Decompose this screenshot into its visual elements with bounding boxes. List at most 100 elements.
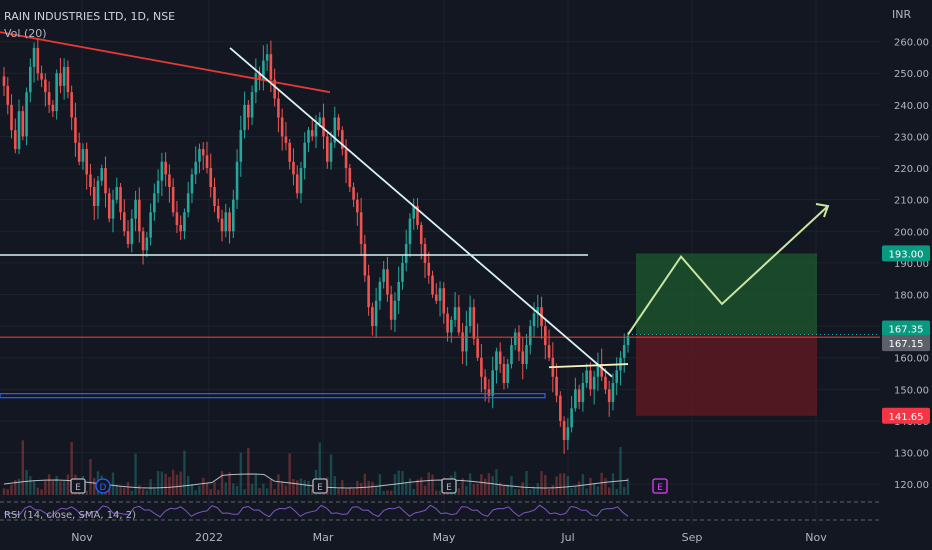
candle-body [604,376,607,390]
candle-body [521,351,525,365]
candle-body [574,389,577,409]
volume-bar [386,490,389,495]
upper-red-trendline [0,31,331,94]
candle-body [416,206,419,225]
candle-body [160,161,164,181]
candle-body [325,136,329,162]
candle-body [386,269,389,295]
volume-bar [111,472,115,495]
candle-body [21,111,25,137]
candle-body [389,294,393,320]
candle-body [517,332,521,352]
candle-body [40,73,43,80]
time-axis[interactable]: Nov 2022 Mar May Jul Sep Nov [71,531,827,544]
x-tick-label: Mar [313,531,334,544]
candle-body [525,345,528,365]
candle-body [547,345,551,358]
rsi-indicator-label[interactable]: RSI (14, close, SMA, 14, 2) [4,510,136,521]
candle-body [607,389,611,402]
volume-bar [209,489,212,495]
candle-body [480,357,483,377]
volume-bar [292,479,295,495]
volume-bar [258,488,261,495]
y-tick-label: 210.00 [894,196,929,207]
candle-body [107,193,111,219]
candle-body [352,187,355,200]
volume-bar [119,485,122,495]
candle-body [277,98,280,118]
candle-body [622,345,626,358]
volume-bar [427,472,430,495]
symbol-title[interactable]: RAIN INDUSTRIES LTD, 1D, NSE [4,10,175,23]
volume-bar [254,473,258,495]
target-zone [636,253,817,335]
candle-body [273,79,276,99]
volume-bar [89,459,92,495]
candle-body [213,187,216,206]
falling-trendline [229,47,613,378]
volume-bar [551,485,555,495]
candle-body [25,92,28,137]
volume-bar [247,448,250,495]
candle-body [29,66,32,93]
volume-bar [514,488,517,495]
volume-bar [405,482,408,495]
volume-indicator-label[interactable]: Vol (20) [4,27,47,40]
candle-body [284,136,288,143]
volume-bar [205,483,209,495]
candle-body [209,168,213,188]
volume-bar [51,481,55,495]
volume-bar [36,487,40,495]
candle-body [506,364,510,384]
volume-bar [604,478,607,495]
volume-bar [495,469,498,495]
volume-bar [611,473,615,495]
volume-bar [352,488,355,495]
candle-body [70,92,73,118]
candle-body [224,212,228,232]
price-tag-prev [882,335,930,352]
x-tick-label: 2022 [195,531,223,544]
volume-bar [198,485,201,495]
candle-body [615,370,619,384]
volume-bar [235,485,239,495]
candle-body [104,168,107,194]
x-tick-label: Nov [71,531,93,544]
volume-bar [269,479,273,495]
candle-body [408,218,412,244]
volume-bar [510,475,513,495]
candle-body [483,376,487,390]
volume-bar [461,478,464,495]
volume-bar [55,476,58,495]
volume-bar [175,474,179,495]
volume-bar [344,489,348,495]
candle-body [235,161,239,200]
candle-body [544,326,547,346]
volume-bar [359,483,363,495]
candle-body [17,111,21,150]
volume-bar [145,490,149,495]
volume-bar [299,478,303,495]
candle-body [585,370,588,384]
volume-bar [502,485,506,495]
volume-bar [371,481,374,495]
earnings-marker [652,478,668,494]
candle-body [404,243,408,263]
candle-body [36,47,40,74]
volume-bar [243,489,246,495]
support-line [0,393,546,399]
y-tick-label: 240.00 [894,101,929,112]
volume-bar [517,489,521,495]
candle-body [457,307,461,333]
volume-bar [66,474,70,495]
candle-body [153,193,156,213]
candle-body [495,351,498,371]
volume-bar [85,490,88,495]
earnings-marker [312,478,328,494]
volume-bar [296,480,299,495]
volume-bar [525,470,528,495]
volume-bar [21,440,24,495]
y-tick-label: 120.00 [894,480,929,491]
